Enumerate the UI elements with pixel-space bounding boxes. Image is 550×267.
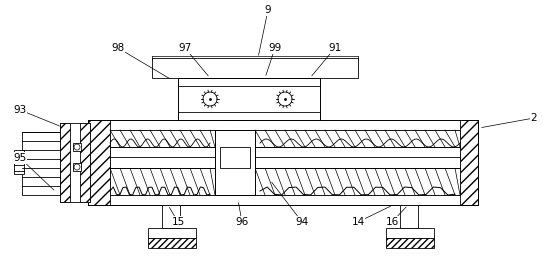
Bar [386,228,434,238]
Bar [148,228,196,238]
Text: 95: 95 [13,153,26,163]
Text: 9: 9 [265,5,271,15]
Text: 96: 96 [235,217,249,227]
Bar [73,163,81,171]
Bar [148,238,196,248]
Bar [80,123,90,202]
Bar [220,147,250,168]
Text: 97: 97 [178,43,191,53]
Bar [88,120,110,205]
Text: 14: 14 [351,217,365,227]
Bar [60,123,90,202]
Bar [60,123,70,202]
Bar [73,143,81,151]
Text: 98: 98 [111,43,125,53]
Text: 2: 2 [531,113,537,123]
Bar [152,58,358,78]
Bar [215,130,255,195]
Bar [460,120,478,205]
Text: 16: 16 [386,217,399,227]
Text: 94: 94 [295,217,309,227]
Text: 91: 91 [328,43,342,53]
Text: 15: 15 [172,217,185,227]
Bar [400,205,418,228]
Bar [14,150,24,174]
Text: 99: 99 [268,43,282,53]
Text: 93: 93 [13,105,26,115]
Bar [88,120,478,205]
Bar [386,238,434,248]
Bar [22,132,60,195]
Bar [162,205,180,228]
Bar [110,147,460,168]
Bar [178,78,320,120]
Bar [110,130,460,195]
